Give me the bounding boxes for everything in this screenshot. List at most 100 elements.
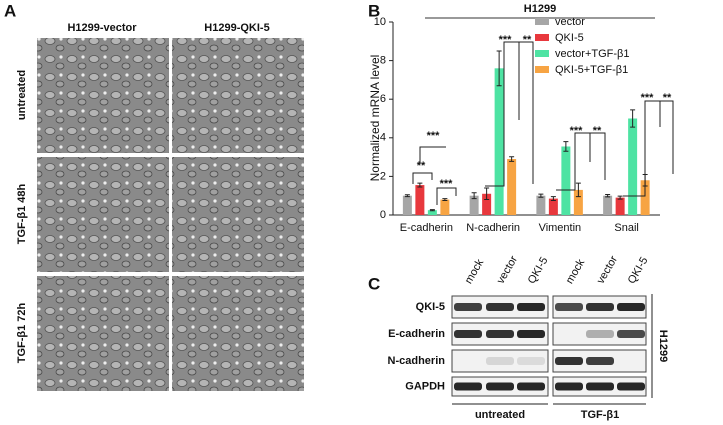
error-bar: [484, 187, 490, 201]
y-axis-label: Normalized mRNA level: [368, 55, 382, 182]
legend-swatch: [535, 34, 549, 41]
error-bar: [605, 194, 611, 198]
band: [586, 330, 614, 338]
legend-swatch: [535, 50, 549, 57]
cell-image: [172, 276, 304, 391]
row-label: TGF-β1 72h: [16, 302, 28, 363]
bar: [640, 180, 650, 215]
bar: [427, 210, 437, 215]
lane-label: QKI-5: [526, 255, 551, 286]
panel-label: B: [368, 1, 380, 20]
significance: **: [417, 160, 426, 172]
cell-image: [37, 38, 169, 153]
legend-label: QKI-5: [555, 32, 584, 44]
group-label: untreated: [475, 409, 525, 421]
band: [454, 303, 482, 311]
bar: [469, 195, 479, 215]
chart-title: H1299: [524, 3, 556, 15]
band: [454, 330, 482, 338]
y-tick-label: 2: [380, 170, 386, 182]
legend-swatch: [535, 66, 549, 73]
legend-swatch: [535, 18, 549, 25]
band: [617, 330, 645, 338]
band: [617, 382, 645, 391]
band: [517, 303, 545, 311]
cell-image: [37, 157, 169, 272]
lane-label: mock: [564, 257, 588, 286]
bracket: [419, 146, 446, 163]
column-label: H1299-vector: [67, 22, 137, 34]
protein-label: E-cadherin: [388, 328, 445, 340]
error-bar: [429, 209, 435, 212]
bracket: [660, 100, 674, 174]
bar: [573, 189, 583, 215]
band: [617, 303, 645, 311]
bracket: [436, 187, 457, 205]
blot: [451, 349, 549, 373]
lane-label: QKI-5: [626, 255, 651, 286]
x-tick-label: Vimentin: [539, 222, 582, 234]
group-label: TGF-β1: [581, 409, 620, 421]
bar: [415, 185, 425, 215]
cell-image: [172, 157, 304, 272]
cell-image: [172, 38, 304, 153]
band: [555, 357, 583, 365]
row-label: TGF-β1 48h: [16, 183, 28, 244]
bracket: [556, 132, 591, 191]
bar: [561, 146, 571, 215]
bar: [402, 195, 412, 215]
band: [486, 382, 514, 391]
band: [517, 382, 545, 391]
error-bar: [575, 182, 581, 198]
band: [555, 303, 583, 311]
legend-label: vector+TGF-β1: [555, 48, 629, 60]
panel-label: C: [368, 274, 380, 293]
cell-image: [37, 276, 169, 391]
protein-label: QKI-5: [416, 301, 445, 313]
band: [486, 330, 514, 338]
significance: **: [663, 92, 672, 104]
x-tick-label: E-cadherin: [400, 222, 453, 234]
bracket: [590, 132, 606, 180]
band: [486, 357, 514, 365]
panel-label: A: [4, 1, 16, 20]
lane-label: vector: [595, 254, 621, 286]
y-tick-label: 6: [380, 93, 386, 105]
y-tick-label: 10: [374, 16, 386, 28]
band: [586, 382, 614, 391]
bracket: [519, 41, 534, 184]
blot: [552, 322, 647, 346]
y-tick-label: 4: [380, 132, 386, 144]
column-label: H1299-QKI-5: [204, 22, 269, 34]
y-tick-label: 8: [380, 55, 386, 67]
error-bar: [509, 156, 515, 162]
band: [486, 303, 514, 311]
error-bar: [617, 195, 623, 200]
band: [454, 382, 482, 391]
bracket: [485, 41, 520, 187]
error-bar: [630, 109, 636, 128]
bracket: [412, 172, 433, 184]
error-bar: [550, 196, 556, 202]
significance: **: [593, 125, 602, 137]
bar: [440, 199, 450, 215]
band: [555, 382, 583, 391]
bar: [548, 198, 558, 215]
band: [586, 357, 614, 365]
error-bar: [471, 192, 477, 200]
error-bar: [563, 141, 569, 152]
error-bar: [496, 50, 502, 87]
bar: [603, 195, 613, 215]
band: [586, 303, 614, 311]
bar: [536, 195, 546, 215]
bar: [507, 159, 517, 215]
significance: ***: [427, 130, 441, 142]
error-bar: [538, 193, 544, 198]
protein-label: N-cadherin: [388, 355, 446, 367]
significance: ***: [499, 34, 513, 46]
legend-label: vector: [555, 16, 585, 28]
protein-label: GAPDH: [405, 380, 445, 392]
error-bar: [417, 182, 423, 188]
side-label: H1299: [657, 330, 669, 362]
lane-label: mock: [463, 257, 487, 286]
